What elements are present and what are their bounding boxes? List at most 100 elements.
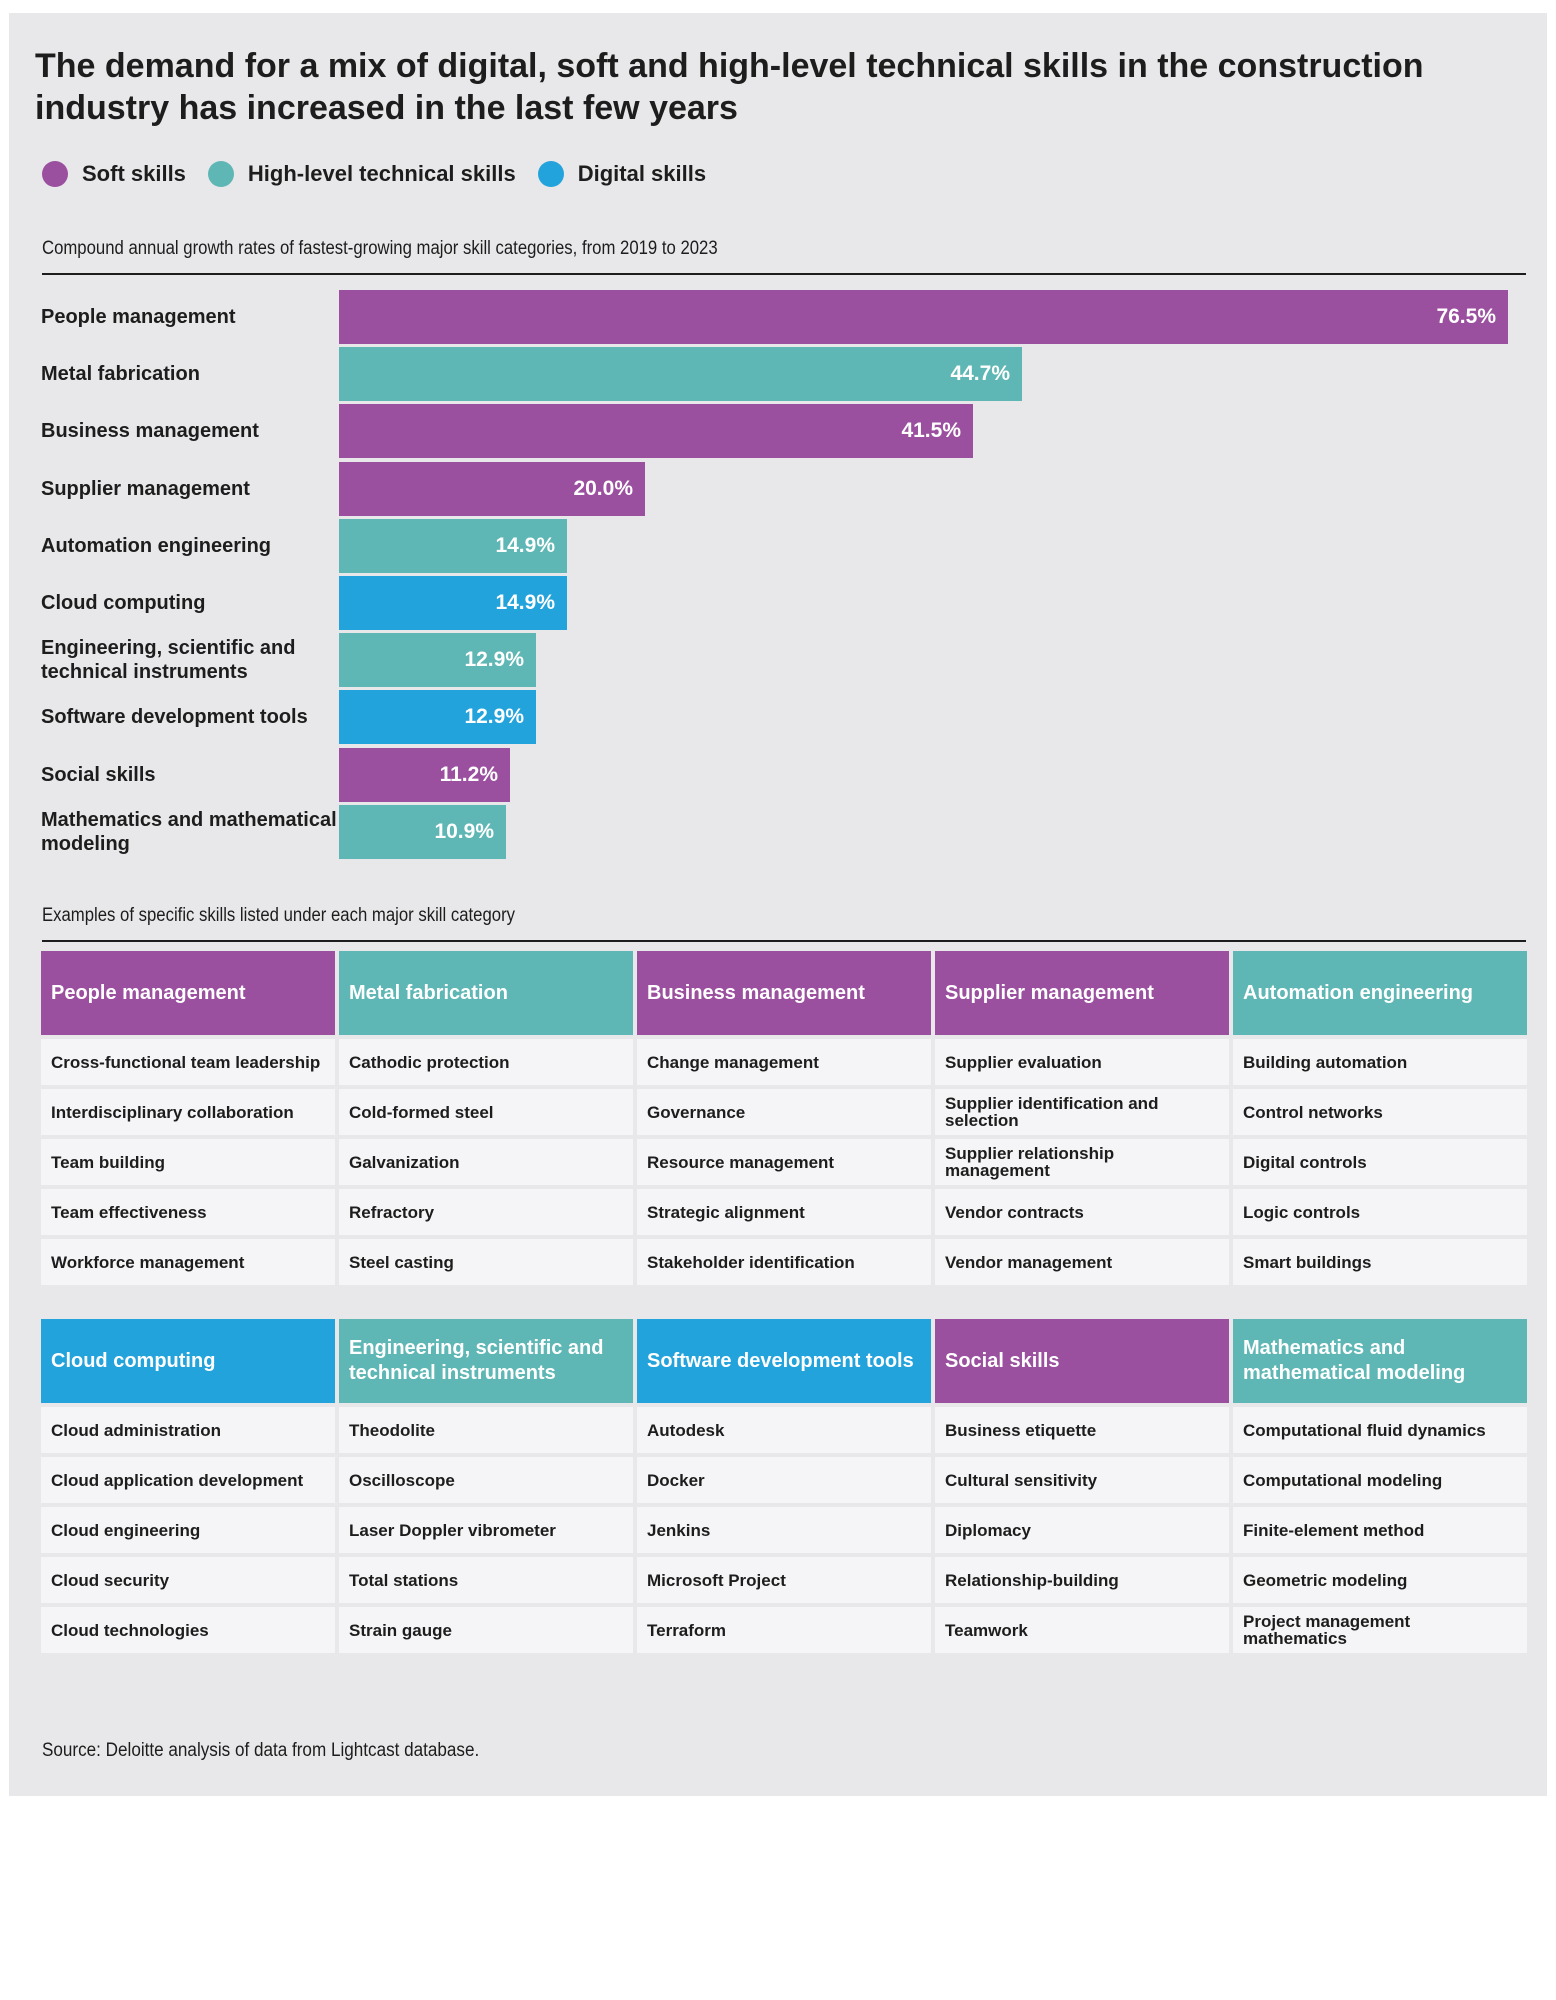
skill-column: Business management Change management Gove…: [637, 951, 931, 1289]
bar-value-label: 14.9%: [495, 591, 555, 614]
skill-cell: Strategic alignment: [637, 1189, 931, 1235]
bar-row: Software development tools 12.9%: [0, 690, 1556, 744]
skill-cell: Docker: [637, 1457, 931, 1503]
skill-cell: Vendor management: [935, 1239, 1229, 1285]
bar: [339, 462, 645, 516]
bar-category-label: Software development tools: [41, 706, 308, 728]
skill-cell: Cloud administration: [41, 1407, 335, 1453]
skill-cell: Team effectiveness: [41, 1189, 335, 1235]
skill-column: Cloud computing Cloud administration Cloud…: [41, 1319, 335, 1657]
skill-cell: Cross-functional team leadership: [41, 1039, 335, 1085]
bar-category-label: Mathematics and mathematical modeling: [41, 809, 337, 855]
legend-item-technical: High-level technical skills: [207, 161, 516, 187]
skill-cell: Microsoft Project: [637, 1557, 931, 1603]
bar: [339, 748, 510, 802]
skill-cell: Supplier relationship management: [935, 1139, 1229, 1185]
legend-dot-technical: [207, 161, 234, 187]
skill-cell: Computational fluid dynamics: [1233, 1407, 1527, 1453]
bar-value-label: 11.2%: [439, 763, 498, 786]
skill-table: People management Cross-functional team l…: [41, 951, 1527, 1289]
skill-cell: Supplier evaluation: [935, 1039, 1229, 1085]
skill-column-header: Engineering, scientific and technical in…: [339, 1319, 633, 1403]
skill-cell: Geometric modeling: [1233, 1557, 1527, 1603]
skill-column-header: People management: [41, 951, 335, 1035]
skill-cell: Digital controls: [1233, 1139, 1527, 1185]
bar-value-label: 41.5%: [901, 419, 961, 442]
skill-cell: Refractory: [339, 1189, 633, 1235]
legend-dot-digital: [537, 161, 564, 187]
skill-cell: Diplomacy: [935, 1507, 1229, 1553]
skill-column-header: Social skills: [935, 1319, 1229, 1403]
skill-cell: Team building: [41, 1139, 335, 1185]
bar-row: Business management 41.5%: [0, 404, 1556, 458]
bar-category-label: People management: [41, 306, 236, 328]
skill-cell: Cloud application development: [41, 1457, 335, 1503]
bar-category-label: Supplier management: [41, 478, 250, 500]
skill-cell: Change management: [637, 1039, 931, 1085]
skill-cell: Galvanization: [339, 1139, 633, 1185]
skill-cell: Stakeholder identification: [637, 1239, 931, 1285]
skill-cell: Logic controls: [1233, 1189, 1527, 1235]
bar-value-label: 12.9%: [464, 705, 524, 728]
skill-cell: Smart buildings: [1233, 1239, 1527, 1285]
skill-column-header: Cloud computing: [41, 1319, 335, 1403]
skill-column: Social skills Business etiquette Cultural …: [935, 1319, 1229, 1657]
skill-cell: Governance: [637, 1089, 931, 1135]
bar-category-label: Engineering, scientific and technical in…: [41, 637, 296, 683]
bar-row: Supplier management 20.0%: [0, 462, 1556, 516]
bar: [339, 690, 536, 744]
skill-cell: Steel casting: [339, 1239, 633, 1285]
skill-cell: Strain gauge: [339, 1607, 633, 1653]
bar-row: People management 76.5%: [0, 290, 1556, 344]
bar-value-label: 76.5%: [1436, 305, 1496, 328]
skill-cell: Relationship-building: [935, 1557, 1229, 1603]
skill-cell: Workforce management: [41, 1239, 335, 1285]
bar-category-label: Metal fabrication: [41, 363, 200, 385]
skill-cell: Finite-element method: [1233, 1507, 1527, 1553]
skill-cell: Cold-formed steel: [339, 1089, 633, 1135]
bar: [339, 633, 536, 687]
skill-column: Engineering, scientific and technical in…: [339, 1319, 633, 1657]
skill-column: Software development tools Autodesk Docker…: [637, 1319, 931, 1657]
skill-cell: Business etiquette: [935, 1407, 1229, 1453]
legend-label: Soft skills: [82, 161, 186, 186]
legend-label: Digital skills: [577, 161, 707, 186]
skill-column-header: Supplier management: [935, 951, 1229, 1035]
legend-item-soft: Soft skills: [42, 161, 186, 187]
skill-cell: Oscilloscope: [339, 1457, 633, 1503]
skill-cell: Cultural sensitivity: [935, 1457, 1229, 1503]
skill-cell: Vendor contracts: [935, 1189, 1229, 1235]
examples-label: Examples of specific skills listed under…: [42, 905, 515, 926]
skill-cell: Laser Doppler vibrometer: [339, 1507, 633, 1553]
skill-cell: Cathodic protection: [339, 1039, 633, 1085]
bar-category-label: Business management: [41, 420, 259, 442]
bar-value-label: 12.9%: [464, 648, 524, 671]
skill-cell: Supplier identification and selection: [935, 1089, 1229, 1135]
skill-cell: Computational modeling: [1233, 1457, 1527, 1503]
bar-row: Engineering, scientific and technical in…: [0, 633, 1556, 687]
legend-label: High-level technical skills: [247, 161, 516, 186]
skill-column: People management Cross-functional team l…: [41, 951, 335, 1289]
skill-cell: Terraform: [637, 1607, 931, 1653]
legend-dot-soft: [42, 161, 68, 187]
bar-category-label: Cloud computing: [41, 592, 206, 614]
bar: [339, 347, 1022, 401]
bar: [339, 404, 973, 458]
skill-cell: Cloud technologies: [41, 1607, 335, 1653]
skill-cell: Autodesk: [637, 1407, 931, 1453]
chart-subtitle: Compound annual growth rates of fastest-…: [42, 238, 718, 259]
skill-column-header: Business management: [637, 951, 931, 1035]
legend-item-digital: Digital skills: [537, 161, 707, 187]
skill-cell: Project management mathematics: [1233, 1607, 1527, 1653]
bar-value-label: 10.9%: [434, 820, 494, 843]
skill-cell: Resource management: [637, 1139, 931, 1185]
chart-legend: Soft skills High-level technical skills Di…: [42, 158, 728, 190]
bar-row: Cloud computing 14.9%: [0, 576, 1556, 630]
skill-cell: Teamwork: [935, 1607, 1229, 1653]
skill-column-header: Mathematics and mathematical modeling: [1233, 1319, 1527, 1403]
bar-category-label: Automation engineering: [41, 535, 271, 557]
skill-cell: Building automation: [1233, 1039, 1527, 1085]
bar-value-label: 20.0%: [573, 477, 633, 500]
skill-column-header: Automation engineering: [1233, 951, 1527, 1035]
skill-cell: Cloud engineering: [41, 1507, 335, 1553]
